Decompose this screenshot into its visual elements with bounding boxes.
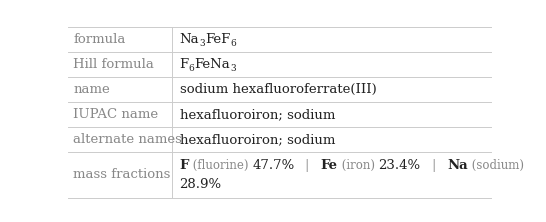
Text: FeNa: FeNa [194, 58, 230, 71]
Text: 47.7%: 47.7% [252, 159, 294, 172]
Text: 28.9%: 28.9% [180, 178, 222, 191]
Text: 6: 6 [189, 64, 194, 73]
Text: (fluorine): (fluorine) [189, 159, 252, 172]
Text: 6: 6 [230, 39, 236, 48]
Text: sodium hexafluoroferrate(III): sodium hexafluoroferrate(III) [180, 83, 376, 96]
Text: formula: formula [73, 33, 126, 46]
Text: F: F [180, 159, 189, 172]
Text: |: | [420, 159, 447, 172]
Text: hexafluoroiron; sodium: hexafluoroiron; sodium [180, 108, 335, 121]
Text: Hill formula: Hill formula [73, 58, 154, 71]
Text: Na: Na [180, 33, 199, 46]
Text: FeF: FeF [205, 33, 230, 46]
Text: mass fractions: mass fractions [73, 168, 171, 181]
Text: 3: 3 [199, 39, 205, 48]
Text: hexafluoroiron; sodium: hexafluoroiron; sodium [180, 133, 335, 146]
Text: alternate names: alternate names [73, 133, 182, 146]
Text: F: F [180, 58, 189, 71]
Text: Fe: Fe [321, 159, 338, 172]
Text: (sodium): (sodium) [468, 159, 524, 172]
Text: 3: 3 [230, 64, 236, 73]
Text: IUPAC name: IUPAC name [73, 108, 158, 121]
Text: 23.4%: 23.4% [378, 159, 420, 172]
Text: Na: Na [447, 159, 468, 172]
Text: (iron): (iron) [338, 159, 378, 172]
Text: name: name [73, 83, 110, 96]
Text: |: | [294, 159, 321, 172]
